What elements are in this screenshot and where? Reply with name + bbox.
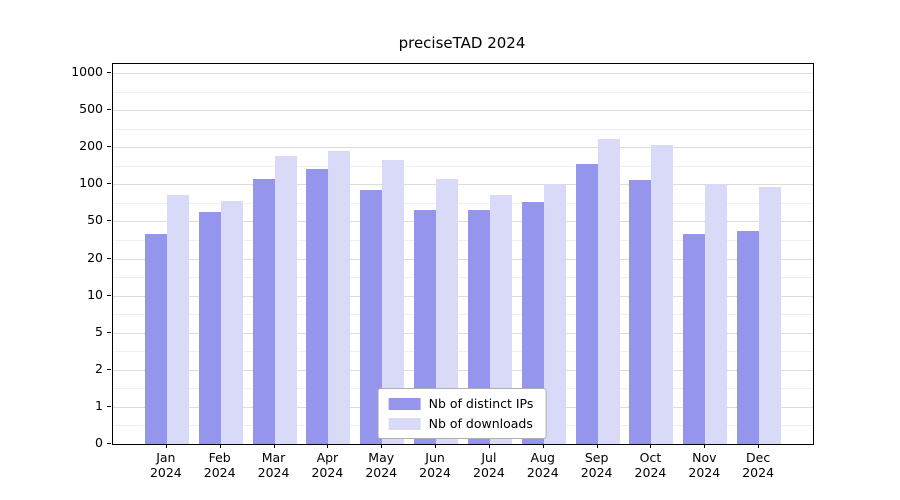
y-tick-label: 0: [95, 435, 103, 450]
x-tick-mark: [488, 444, 490, 448]
x-tick-label: Oct 2024: [634, 450, 667, 480]
x-tick-label: Apr 2024: [311, 450, 344, 480]
bar-distinct-ips-aug: [521, 202, 544, 444]
x-tick-label: Dec 2024: [742, 450, 775, 480]
y-tick-mark: [107, 220, 111, 222]
legend-label-downloads: Nb of downloads: [428, 416, 533, 431]
y-tick-mark: [107, 183, 111, 185]
x-tick-label: Sep 2024: [580, 450, 613, 480]
x-tick-label: Feb 2024: [203, 450, 236, 480]
x-tick-label: Jul 2024: [473, 450, 505, 480]
x-tick-mark: [381, 444, 383, 448]
bar-downloads-nov: [705, 184, 728, 444]
gridline: [113, 147, 813, 149]
legend: Nb of distinct IPs Nb of downloads: [377, 388, 547, 439]
minor-gridline: [113, 239, 813, 241]
y-tick-label: 200: [79, 138, 103, 154]
bar-distinct-ips-apr: [306, 169, 329, 444]
bar-downloads-sep: [597, 138, 620, 444]
bar-distinct-ips-may: [360, 190, 383, 444]
bar-downloads-dec: [759, 187, 782, 444]
legend-item-distinct-ips: Nb of distinct IPs: [388, 396, 534, 411]
x-tick-mark: [758, 444, 760, 448]
x-tick-mark: [219, 444, 221, 448]
bar-distinct-ips-jun: [414, 209, 437, 444]
minor-gridline: [113, 314, 813, 316]
gridline: [113, 73, 813, 74]
bar-downloads-jun: [436, 178, 459, 444]
x-tick-mark: [704, 444, 706, 448]
legend-swatch-downloads: [388, 417, 421, 430]
legend-label-distinct-ips: Nb of distinct IPs: [428, 396, 534, 411]
minor-gridline: [113, 128, 813, 130]
gridline: [113, 258, 813, 260]
x-tick-mark: [542, 444, 544, 448]
y-tick-mark: [107, 72, 111, 73]
gridline: [113, 184, 813, 186]
x-tick-mark: [165, 444, 167, 448]
legend-item-downloads: Nb of downloads: [388, 416, 534, 431]
plot-area: [112, 63, 814, 445]
bar-distinct-ips-nov: [683, 233, 706, 444]
gridline: [113, 110, 813, 112]
bar-downloads-oct: [651, 145, 674, 444]
gridline: [113, 332, 813, 334]
x-tick-mark: [650, 444, 652, 448]
x-tick-mark: [273, 444, 275, 448]
bar-distinct-ips-feb: [198, 212, 221, 444]
minor-gridline: [113, 202, 813, 204]
bar-distinct-ips-jul: [467, 210, 490, 444]
x-tick-mark: [596, 444, 598, 448]
x-tick-label: Aug 2024: [526, 450, 559, 480]
y-tick-label: 1: [95, 397, 103, 413]
minor-gridline: [113, 277, 813, 279]
bar-distinct-ips-mar: [252, 178, 275, 444]
x-tick-label: Jun 2024: [419, 450, 451, 480]
bar-distinct-ips-oct: [629, 179, 652, 444]
bar-distinct-ips-jan: [144, 233, 167, 444]
minor-gridline: [113, 351, 813, 353]
x-tick-label: Nov 2024: [688, 450, 721, 480]
y-tick-label: 20: [87, 249, 103, 265]
minor-gridline: [113, 91, 813, 93]
y-tick-mark: [107, 405, 111, 407]
bar-downloads-may: [382, 160, 405, 444]
y-tick-label: 1000: [71, 64, 103, 79]
bar-downloads-jul: [489, 195, 512, 444]
bar-distinct-ips-sep: [575, 163, 598, 444]
gridline: [113, 295, 813, 297]
minor-gridline: [113, 165, 813, 167]
bar-downloads-jan: [166, 195, 189, 444]
x-tick-mark: [435, 444, 437, 448]
chart-title: preciseTAD 2024: [398, 34, 526, 52]
y-tick-label: 5: [95, 323, 103, 339]
y-tick-mark: [107, 146, 111, 148]
y-tick-label: 50: [87, 212, 103, 228]
legend-swatch-distinct-ips: [388, 397, 421, 410]
bar-downloads-aug: [543, 183, 566, 444]
y-tick-label: 500: [79, 101, 103, 117]
y-tick-mark: [107, 294, 111, 296]
y-tick-mark: [107, 109, 111, 111]
gridline: [113, 369, 813, 371]
y-tick-label: 2: [95, 360, 103, 376]
bar-downloads-apr: [328, 150, 351, 444]
y-tick-mark: [107, 331, 111, 333]
y-tick-label: 100: [79, 175, 103, 191]
gridline: [113, 221, 813, 223]
x-tick-mark: [327, 444, 329, 448]
bar-distinct-ips-dec: [737, 231, 760, 444]
y-tick-mark: [107, 257, 111, 259]
y-tick-label: 10: [87, 286, 103, 302]
y-tick-mark: [107, 368, 111, 370]
bar-downloads-mar: [274, 156, 297, 444]
y-tick-mark: [107, 443, 111, 444]
bar-downloads-feb: [220, 200, 243, 444]
x-tick-label: Jan 2024: [149, 450, 182, 480]
x-tick-label: Mar 2024: [257, 450, 290, 480]
x-tick-label: May 2024: [365, 450, 398, 480]
